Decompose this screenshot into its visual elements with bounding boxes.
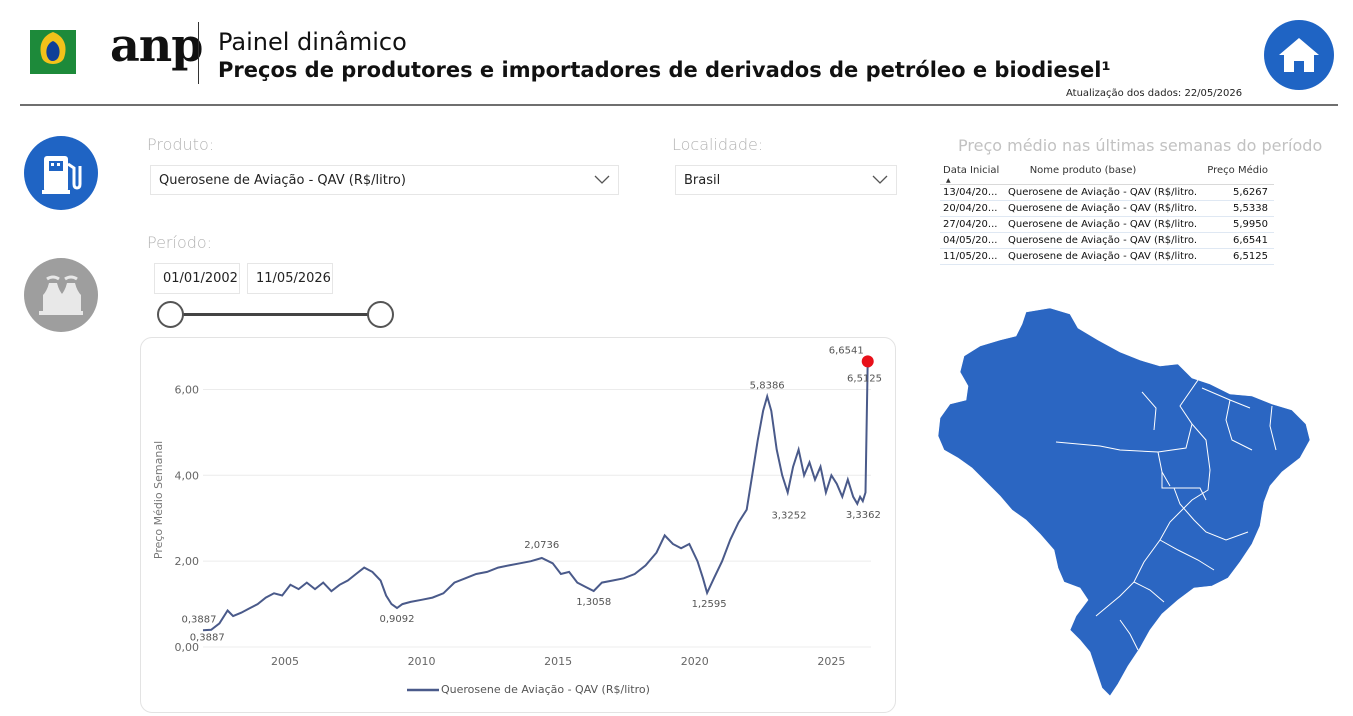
data-label: 3,3252 xyxy=(771,510,806,521)
produto-label: Produto: xyxy=(147,135,215,154)
table-cell-date: 20/04/20... xyxy=(943,203,998,214)
price-line-chart: 0,00 2,00 4,00 6,00 2005 2010 2015 2020 2025 0,… xyxy=(152,345,882,696)
anp-logo-text: anp xyxy=(110,18,203,72)
header-divider xyxy=(198,22,199,84)
date-end-input[interactable]: 11/05/2026 xyxy=(247,263,333,294)
date-start-input[interactable]: 01/01/2002 xyxy=(154,263,240,294)
chevron-down-icon xyxy=(872,175,888,184)
table-cell-product: Querosene de Aviação - QAV (R$/litro... xyxy=(1008,187,1198,198)
produto-dropdown[interactable]: Querosene de Aviação - QAV (R$/litro) xyxy=(150,165,619,195)
data-label: 0,3887 xyxy=(182,614,217,625)
table-row[interactable]: 13/04/20... Querosene de Aviação - QAV (… xyxy=(940,185,1274,201)
data-label: 6,5125 xyxy=(847,373,882,384)
data-label: 2,0736 xyxy=(524,540,559,551)
update-date-text: Atualização dos dados: 22/05/2026 xyxy=(1066,88,1243,99)
table-cell-product: Querosene de Aviação - QAV (R$/litro... xyxy=(1008,219,1198,230)
chevron-down-icon xyxy=(594,175,610,184)
table-cell-date: 11/05/20... xyxy=(943,251,998,262)
y-tick-label: 0,00 xyxy=(175,641,200,654)
table-cell-product: Querosene de Aviação - QAV (R$/litro... xyxy=(1008,251,1198,262)
nav-plant-button[interactable] xyxy=(24,258,98,332)
data-label: 6,6541 xyxy=(829,345,864,356)
series-line xyxy=(202,361,870,632)
x-tick-label: 2025 xyxy=(817,655,845,668)
period-slider-track[interactable] xyxy=(170,313,380,316)
table-row[interactable]: 04/05/20... Querosene de Aviação - QAV (… xyxy=(940,233,1274,249)
table-header-price[interactable]: Preço Médio xyxy=(1207,165,1268,176)
home-icon xyxy=(1279,38,1319,72)
data-label: 0,3887 xyxy=(190,632,225,643)
x-tick-label: 2005 xyxy=(271,655,299,668)
table-cell-price: 5,5338 xyxy=(1233,203,1268,214)
home-button[interactable] xyxy=(1264,20,1334,90)
table-row[interactable]: 11/05/20... Querosene de Aviação - QAV (… xyxy=(940,249,1274,265)
table-cell-product: Querosene de Aviação - QAV (R$/litro... xyxy=(1008,235,1198,246)
y-tick-label: 2,00 xyxy=(175,555,200,568)
table-cell-date: 13/04/20... xyxy=(943,187,998,198)
produto-selected-value: Querosene de Aviação - QAV (R$/litro) xyxy=(159,172,406,188)
x-tick-label: 2020 xyxy=(681,655,709,668)
table-cell-price: 5,6267 xyxy=(1233,187,1268,198)
price-chart-card: 0,00 2,00 4,00 6,00 2005 2010 2015 2020 2025 0,… xyxy=(140,337,896,713)
localidade-selected-value: Brasil xyxy=(684,172,721,188)
x-tick-label: 2010 xyxy=(408,655,436,668)
fuel-pump-icon xyxy=(42,156,82,194)
periodo-label: Período: xyxy=(147,233,213,252)
table-header-product[interactable]: Nome produto (base) xyxy=(1029,165,1137,176)
legend-label: Querosene de Aviação - QAV (R$/litro) xyxy=(441,683,650,696)
brazil-map[interactable] xyxy=(930,300,1315,705)
data-label: 3,3362 xyxy=(846,510,881,521)
y-axis-title: Preço Médio Semanal xyxy=(152,441,165,559)
page-subtitle: Painel dinâmico xyxy=(218,28,407,56)
table-cell-price: 6,5125 xyxy=(1233,251,1268,262)
price-table: Data Inicial ▲ Nome produto (base) Preço… xyxy=(940,163,1274,265)
header-rule xyxy=(20,104,1338,106)
data-label: 1,2595 xyxy=(692,599,727,610)
factory-icon xyxy=(39,275,83,315)
table-cell-date: 04/05/20... xyxy=(943,235,998,246)
table-row[interactable]: 20/04/20... Querosene de Aviação - QAV (… xyxy=(940,201,1274,217)
localidade-dropdown[interactable]: Brasil xyxy=(675,165,897,195)
table-cell-price: 6,6541 xyxy=(1233,235,1268,246)
table-cell-date: 27/04/20... xyxy=(943,219,998,230)
table-row[interactable]: 27/04/20... Querosene de Aviação - QAV (… xyxy=(940,217,1274,233)
chart-legend[interactable]: Querosene de Aviação - QAV (R$/litro) xyxy=(407,683,650,696)
y-tick-label: 4,00 xyxy=(175,469,200,482)
data-label: 0,9092 xyxy=(379,614,414,625)
y-tick-label: 6,00 xyxy=(175,383,200,396)
highlight-data-point[interactable] xyxy=(861,355,874,368)
state-borders xyxy=(1055,379,1277,651)
data-label: 5,8386 xyxy=(750,380,785,391)
localidade-label: Localidade: xyxy=(672,135,764,154)
table-header-row: Data Inicial ▲ Nome produto (base) Preço… xyxy=(940,163,1274,185)
table-title: Preço médio nas últimas semanas do perío… xyxy=(958,136,1323,155)
anp-logo-mark xyxy=(30,30,76,74)
page-title: Preços de produtores e importadores de d… xyxy=(218,58,1111,82)
period-slider-end-handle[interactable] xyxy=(367,301,394,328)
sort-up-icon: ▲ xyxy=(946,177,951,184)
table-cell-price: 5,9950 xyxy=(1233,219,1268,230)
nav-fuel-button[interactable] xyxy=(24,136,98,210)
table-header-date[interactable]: Data Inicial xyxy=(943,165,1000,176)
data-label: 1,3058 xyxy=(576,597,611,608)
anp-logo: anp xyxy=(30,18,203,82)
table-cell-product: Querosene de Aviação - QAV (R$/litro... xyxy=(1008,203,1198,214)
x-tick-label: 2015 xyxy=(544,655,572,668)
brazil-map-shape[interactable] xyxy=(937,307,1311,697)
period-slider-start-handle[interactable] xyxy=(157,301,184,328)
